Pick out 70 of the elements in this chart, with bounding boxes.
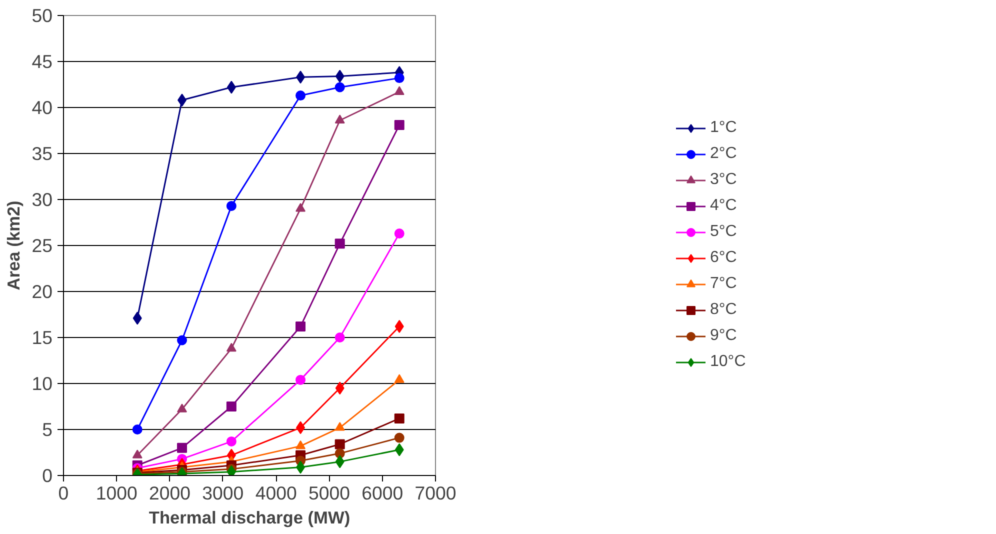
- point: [394, 374, 404, 383]
- point: [226, 402, 236, 412]
- legend-label: 6°C: [710, 249, 738, 267]
- point: [334, 114, 345, 124]
- point: [394, 228, 404, 239]
- point: [334, 238, 345, 249]
- legend-label: 3°C: [710, 171, 738, 189]
- point: [296, 374, 306, 385]
- legend-label: 10°C: [710, 353, 747, 371]
- x-tick-label: 1000: [96, 482, 138, 504]
- y-tick-label: 15: [32, 327, 53, 348]
- point: [226, 436, 236, 446]
- point: [177, 442, 188, 453]
- point: [334, 439, 345, 450]
- point: [394, 320, 404, 333]
- x-tick-label: 6000: [362, 482, 404, 504]
- legend-label: 7°C: [710, 275, 738, 293]
- point: [335, 455, 344, 468]
- point: [226, 80, 236, 94]
- point: [296, 90, 306, 101]
- point: [334, 82, 345, 92]
- legend-label: 4°C: [710, 197, 738, 215]
- y-tick-label: 30: [32, 189, 53, 210]
- y-axis-title: Area (km2): [4, 200, 24, 290]
- x-axis-title: Thermal discharge (MW): [148, 508, 350, 528]
- y-tick-label: 40: [32, 97, 53, 118]
- x-tick-label: 7000: [414, 482, 456, 504]
- point: [296, 70, 306, 84]
- legend-label: 5°C: [710, 223, 738, 241]
- point: [178, 94, 187, 107]
- point: [296, 460, 306, 474]
- y-tick-label: 25: [32, 235, 53, 256]
- point: [226, 342, 236, 352]
- point: [132, 424, 142, 434]
- y-tick-label: 35: [32, 143, 53, 164]
- point: [335, 382, 344, 395]
- legend-label: 8°C: [710, 301, 738, 319]
- point: [296, 321, 306, 332]
- point: [334, 422, 345, 431]
- x-tick-label: 5000: [308, 482, 350, 504]
- point: [226, 200, 236, 211]
- x-tick-label: 0: [58, 482, 69, 504]
- y-tick-label: 45: [32, 51, 53, 72]
- point: [394, 432, 404, 443]
- point: [394, 413, 404, 424]
- point: [394, 443, 404, 456]
- point: [177, 404, 188, 412]
- y-tick-label: 5: [42, 419, 53, 440]
- legend-label: 2°C: [710, 145, 738, 163]
- point: [296, 421, 306, 434]
- y-tick-label: 20: [32, 281, 53, 302]
- point: [132, 450, 142, 458]
- point: [335, 70, 344, 83]
- point: [394, 86, 404, 95]
- point: [296, 440, 306, 450]
- point: [132, 312, 142, 325]
- legend-label: 1°C: [710, 119, 738, 137]
- point: [394, 120, 404, 130]
- point: [334, 332, 345, 342]
- legend-label: 9°C: [710, 327, 738, 345]
- point: [334, 448, 345, 458]
- x-tick-label: 2000: [149, 482, 191, 504]
- y-tick-label: 10: [32, 373, 53, 394]
- y-tick-label: 50: [32, 5, 53, 26]
- x-tick-label: 3000: [202, 482, 244, 504]
- point: [394, 73, 404, 84]
- point: [177, 335, 188, 346]
- point: [296, 203, 306, 212]
- y-tick-label: 0: [42, 465, 53, 486]
- x-tick-label: 4000: [255, 482, 297, 504]
